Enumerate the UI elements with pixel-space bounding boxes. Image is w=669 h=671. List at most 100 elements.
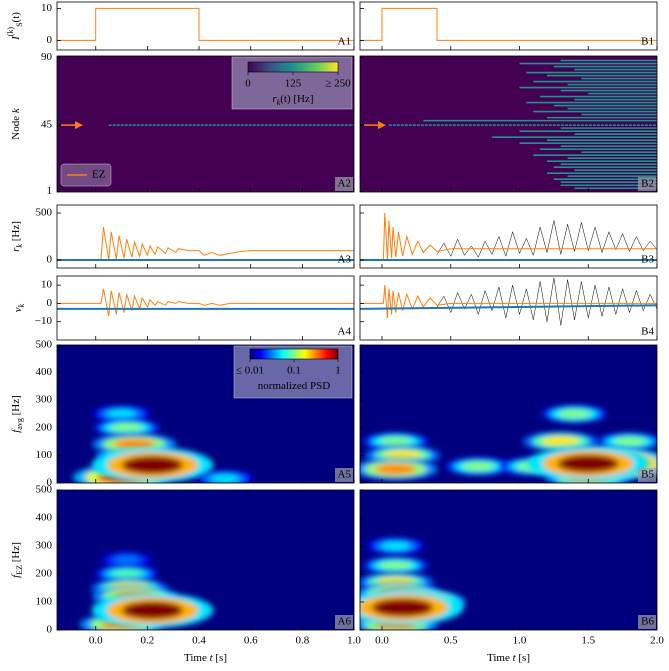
label-part: [Hz] xyxy=(10,542,22,565)
label-part: Time xyxy=(487,652,513,664)
psd-blob xyxy=(91,447,214,483)
panel-label: A6 xyxy=(338,616,352,628)
panel-frame xyxy=(359,55,658,193)
y-tick-label: −10 xyxy=(35,315,53,327)
panel xyxy=(360,277,657,326)
series-line xyxy=(436,277,657,326)
series-line xyxy=(360,285,657,319)
label-part: r xyxy=(10,247,22,252)
y-tick-label: 0 xyxy=(47,477,53,489)
colorbar-tick-label: ≤ 0.01 xyxy=(236,365,264,377)
y-tick-label: 0 xyxy=(47,624,53,636)
y-axis-label: I(k)S(t) xyxy=(6,12,24,41)
y-tick-label: 500 xyxy=(36,339,53,351)
panel xyxy=(57,227,354,261)
psd-ring xyxy=(122,601,183,620)
panel-label-box xyxy=(335,177,353,191)
y-tick-label: 100 xyxy=(36,596,53,608)
psd-ring xyxy=(379,561,412,571)
y-tick-label: 400 xyxy=(36,512,53,524)
psd-blob xyxy=(367,537,425,555)
colorbar-tick-label: 0 xyxy=(245,78,251,90)
ez-arrow-head xyxy=(378,121,386,130)
label-part: f xyxy=(10,428,22,433)
label-part: t xyxy=(210,652,214,664)
panel xyxy=(57,288,354,317)
panel xyxy=(57,7,354,41)
psd-blob xyxy=(91,592,214,629)
label-part: (t) xyxy=(10,12,22,23)
panel-frame xyxy=(56,1,355,51)
ez-arrow-head xyxy=(75,121,83,130)
colorbar xyxy=(247,61,339,73)
y-tick-label: 0 xyxy=(47,254,53,266)
series-line xyxy=(360,212,657,261)
psd-ring xyxy=(372,598,434,617)
x-tick-label: 1.0 xyxy=(347,635,361,647)
x-axis-label: Time t [s] xyxy=(184,652,227,664)
psd-ring xyxy=(379,437,412,447)
psd-ring xyxy=(210,474,240,483)
x-tick-label: 0.4 xyxy=(192,635,206,647)
series-line xyxy=(436,220,657,258)
label-part: [s] xyxy=(213,652,227,664)
y-tick-label: 500 xyxy=(36,484,53,496)
panel xyxy=(360,212,657,261)
x-tick-label: 0.0 xyxy=(89,635,103,647)
series-line xyxy=(360,7,657,41)
psd-ring xyxy=(462,461,495,471)
panel-frame xyxy=(56,489,355,631)
y-tick-label: 400 xyxy=(36,366,53,378)
label-part: t xyxy=(513,652,517,664)
panel-label: B6 xyxy=(641,616,654,628)
psd-blob xyxy=(445,457,511,476)
label-part: avg xyxy=(15,418,24,430)
panel-frame xyxy=(56,344,355,484)
panel-label-box xyxy=(335,615,353,629)
y-tick-label: 0 xyxy=(47,34,53,46)
y-axis-label: rk [Hz] xyxy=(10,221,25,252)
x-tick-label: 1.5 xyxy=(581,635,595,647)
series-line xyxy=(57,7,354,41)
y-tick-label: 200 xyxy=(36,421,53,433)
psd-ring xyxy=(113,555,140,565)
colorbar-tick-label: ≥ 250 xyxy=(325,78,351,90)
x-tick-label: 0.6 xyxy=(244,635,258,647)
label-part: [s] xyxy=(516,652,530,664)
panel-label: B5 xyxy=(641,469,654,481)
y-tick-label: 300 xyxy=(36,540,53,552)
panel-label: A1 xyxy=(338,36,351,48)
psd-ring xyxy=(110,423,143,433)
psd-ring xyxy=(122,456,183,474)
panel-frame xyxy=(359,489,658,631)
panel-label-box xyxy=(638,177,656,191)
x-tick-label: 2.0 xyxy=(650,635,664,647)
label-part: [Hz] xyxy=(10,221,22,244)
label-part: k xyxy=(15,244,24,248)
panel-label-box xyxy=(638,468,656,482)
psd-ring xyxy=(557,454,619,473)
panel xyxy=(57,490,354,630)
psd-blob xyxy=(360,458,438,481)
panel-frame xyxy=(359,204,658,269)
y-tick-label: 10 xyxy=(41,279,53,291)
colorbar xyxy=(249,348,339,360)
series-line xyxy=(57,288,354,317)
label-part: (k) xyxy=(6,27,15,37)
panel-frame xyxy=(56,275,355,341)
psd-blob xyxy=(93,405,151,423)
label-part: (t) [Hz] xyxy=(280,93,313,105)
panel-frame xyxy=(359,1,658,51)
label-part: Node xyxy=(10,113,22,140)
y-tick-label: 300 xyxy=(36,394,53,406)
y-axis-label: vk xyxy=(12,303,27,312)
panel-label-box xyxy=(335,468,353,482)
psd-blob xyxy=(527,446,650,482)
label-part: Time xyxy=(184,652,210,664)
panel xyxy=(360,490,657,630)
psd-blob xyxy=(94,418,160,437)
y-axis-label: fEZ [Hz] xyxy=(10,542,25,578)
label-part: k xyxy=(17,303,26,307)
y-tick-label: 1 xyxy=(47,185,53,197)
